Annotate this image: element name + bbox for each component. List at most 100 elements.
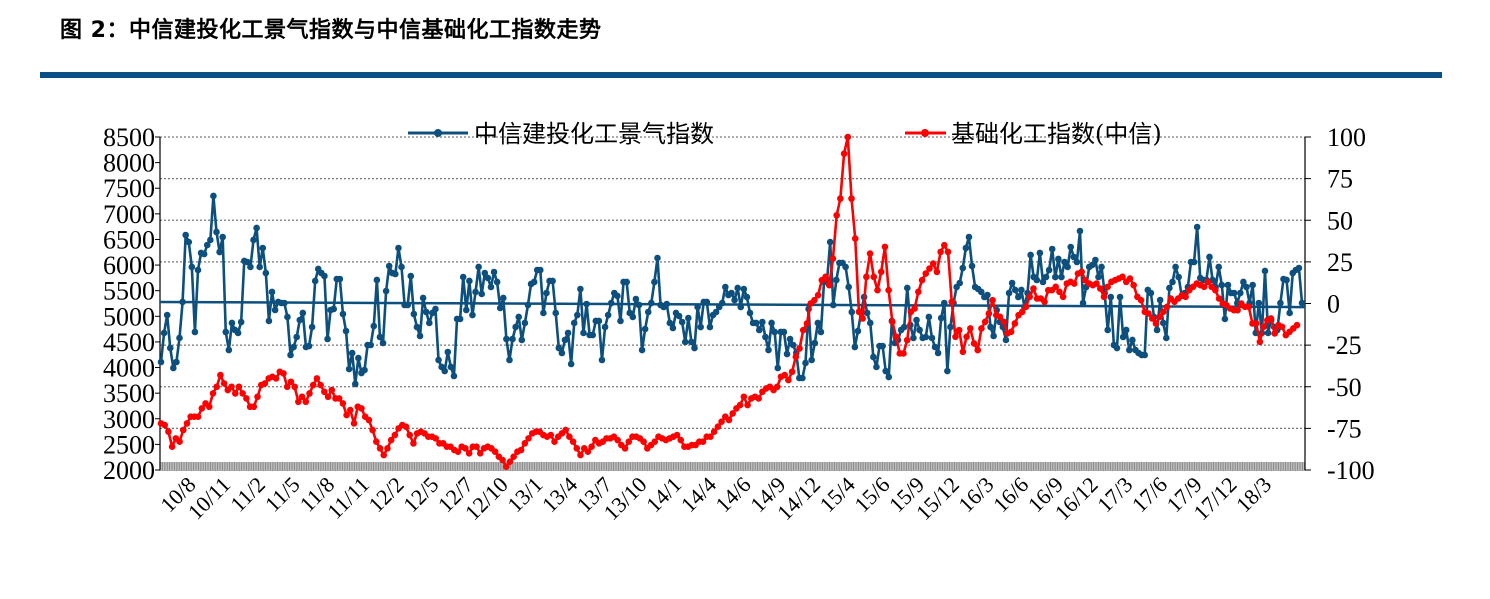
data-point (811, 339, 819, 347)
data-point (648, 299, 655, 307)
data-point (833, 276, 840, 284)
data-point (216, 248, 223, 256)
data-point (476, 450, 484, 457)
data-point (1067, 243, 1075, 251)
data-point (1212, 286, 1219, 294)
data-point (848, 195, 855, 202)
data-point (567, 360, 575, 368)
data-point (549, 277, 556, 285)
data-point (987, 323, 994, 331)
data-point (157, 358, 165, 366)
data-point (1079, 299, 1087, 307)
data-point (499, 456, 506, 464)
data-point (1116, 293, 1124, 301)
data-point (450, 372, 458, 380)
data-point (780, 328, 788, 336)
data-point (1163, 334, 1170, 342)
data-point (577, 451, 584, 459)
right-axis-label: 25 (1327, 248, 1353, 277)
data-point (669, 324, 677, 332)
data-point (963, 333, 970, 341)
data-point (1261, 267, 1269, 275)
data-point (1005, 289, 1013, 297)
data-point (774, 364, 782, 372)
data-point (256, 263, 263, 271)
data-point (956, 279, 963, 287)
data-point (789, 341, 797, 349)
data-point (985, 310, 993, 317)
data-point (851, 235, 859, 242)
data-point (209, 390, 217, 397)
data-point (1064, 263, 1071, 271)
data-point (1095, 273, 1102, 281)
data-point (959, 348, 967, 356)
data-point (706, 323, 714, 331)
left-axis-label: 7500 (103, 174, 155, 203)
data-point (1206, 253, 1213, 261)
data-point (1145, 310, 1152, 317)
data-point (1051, 273, 1059, 281)
data-point (604, 311, 612, 319)
data-point (473, 443, 480, 450)
data-point (663, 300, 671, 308)
data-point (654, 254, 661, 262)
data-point (755, 395, 762, 402)
data-point (651, 438, 659, 445)
data-point (395, 244, 402, 252)
data-point (373, 276, 381, 284)
data-point (1156, 313, 1163, 321)
data-point (728, 289, 735, 297)
left-axis-label: 6000 (103, 251, 155, 280)
left-axis-label: 6500 (103, 225, 155, 254)
data-point (1061, 258, 1068, 266)
data-point (638, 346, 646, 354)
data-point (771, 328, 778, 336)
data-point (343, 411, 350, 419)
data-point (773, 383, 781, 391)
data-point (328, 386, 336, 394)
data-point (811, 296, 818, 304)
data-point (220, 380, 228, 387)
data-point (577, 285, 584, 293)
right-axis-label: 0 (1327, 290, 1340, 319)
data-point (295, 398, 302, 406)
data-point (589, 331, 597, 339)
data-point (472, 288, 479, 296)
data-point (1204, 278, 1212, 286)
data-point (1002, 336, 1010, 344)
data-point (564, 329, 572, 337)
data-point (1113, 344, 1121, 352)
data-point (481, 269, 489, 277)
data-point (379, 339, 387, 347)
data-point (484, 274, 492, 282)
data-point (1234, 306, 1241, 314)
blue-series (157, 192, 1306, 388)
data-point (685, 314, 692, 322)
data-point (928, 334, 936, 342)
data-point (1045, 266, 1053, 274)
data-point (250, 236, 257, 244)
data-point (974, 346, 982, 354)
data-point (348, 349, 356, 357)
data-point (406, 431, 414, 439)
data-point (855, 308, 863, 316)
data-point (306, 390, 313, 397)
data-point (205, 403, 213, 411)
data-point (234, 329, 242, 337)
data-point (1221, 315, 1229, 323)
data-point (558, 349, 566, 357)
data-point (441, 367, 449, 375)
data-point (583, 300, 590, 308)
data-point (462, 445, 469, 452)
data-point (796, 345, 803, 352)
data-point (1048, 245, 1056, 253)
data-point (416, 332, 424, 340)
data-point (170, 364, 177, 372)
data-point (355, 354, 362, 362)
data-point (1283, 276, 1290, 284)
data-point (694, 303, 701, 311)
data-point (1007, 328, 1015, 336)
data-point (712, 308, 720, 316)
right-axis-label: 50 (1327, 206, 1353, 235)
data-point (785, 376, 792, 384)
